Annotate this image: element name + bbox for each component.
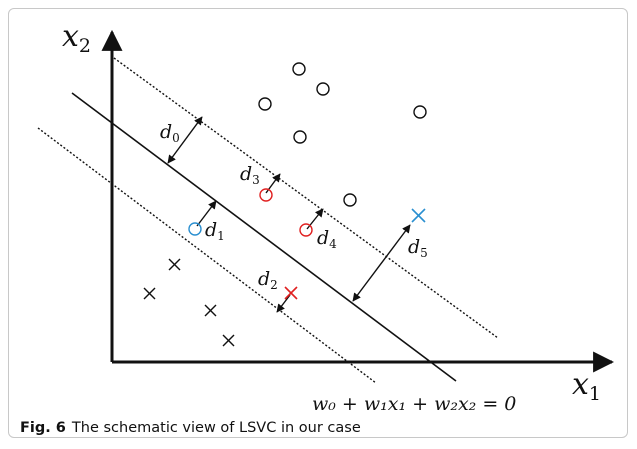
circle-point bbox=[293, 130, 307, 144]
cross-point-red bbox=[284, 286, 298, 300]
distance-label-d2: d2 bbox=[258, 268, 278, 292]
figure-caption-text: The schematic view of LSVC in our case bbox=[71, 420, 361, 436]
distance-label-d3: d3 bbox=[240, 163, 260, 187]
x-axis-label: x1 bbox=[572, 367, 601, 405]
figure-caption: Fig. 6 The schematic view of LSVC in our … bbox=[20, 420, 361, 436]
cross-point bbox=[168, 258, 181, 271]
circle-point-red bbox=[259, 188, 273, 202]
distance-label-d4: d4 bbox=[317, 227, 337, 251]
circle-point bbox=[292, 62, 306, 76]
distance-arrow-d2 bbox=[276, 294, 291, 313]
distance-arrow-d4 bbox=[306, 208, 324, 230]
cross-point bbox=[143, 287, 156, 300]
cross-point bbox=[222, 334, 235, 347]
lower-margin-line bbox=[37, 127, 377, 384]
distance-arrow-d3 bbox=[265, 173, 281, 194]
circle-point-blue bbox=[188, 222, 202, 236]
boundary-equation: w₀ + w₁x₁ + w₂x₂ = 0 bbox=[312, 393, 516, 415]
circle-point-red bbox=[299, 223, 313, 237]
distance-label-d0: d0 bbox=[160, 121, 180, 145]
cross-point-blue bbox=[411, 208, 426, 223]
distance-arrow-d1 bbox=[196, 200, 217, 227]
circle-point bbox=[258, 97, 272, 111]
decision-boundary bbox=[71, 92, 457, 382]
figure-label: Fig. 6 bbox=[20, 420, 66, 436]
distance-arrow-d0 bbox=[167, 116, 203, 164]
circle-point bbox=[316, 82, 330, 96]
distance-label-d5: d5 bbox=[408, 236, 428, 260]
distance-label-d1: d1 bbox=[205, 219, 225, 243]
circle-point bbox=[413, 105, 427, 119]
y-axis-label: x2 bbox=[62, 19, 91, 57]
upper-margin-line bbox=[113, 57, 499, 339]
circle-point bbox=[343, 193, 357, 207]
cross-point bbox=[204, 304, 217, 317]
distance-arrow-d5 bbox=[352, 224, 411, 302]
